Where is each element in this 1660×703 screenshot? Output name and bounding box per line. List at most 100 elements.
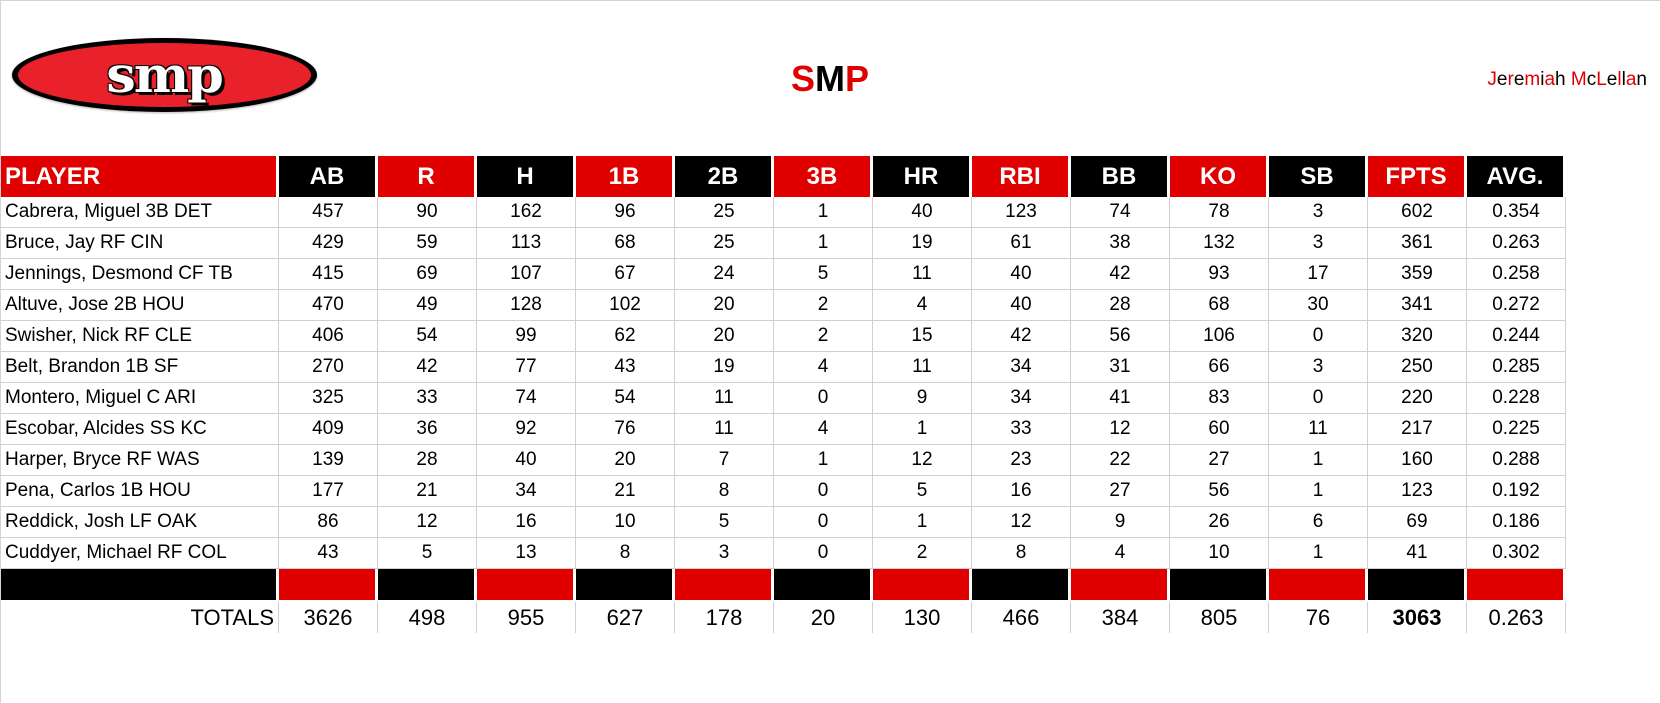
- player-name-cell[interactable]: Escobar, Alcides SS KC: [1, 414, 279, 445]
- stat-cell-ab[interactable]: 139: [279, 445, 378, 476]
- stat-cell-avg[interactable]: 0.288: [1467, 445, 1566, 476]
- player-name-cell[interactable]: Cabrera, Miguel 3B DET: [1, 197, 279, 228]
- stat-cell-rbi[interactable]: 12: [972, 507, 1071, 538]
- stat-cell-avg[interactable]: 0.258: [1467, 259, 1566, 290]
- stat-cell-ab[interactable]: 43: [279, 538, 378, 569]
- column-header-2b[interactable]: 2B: [675, 156, 774, 197]
- stat-cell-hr[interactable]: 1: [873, 414, 972, 445]
- stat-cell-hr[interactable]: 40: [873, 197, 972, 228]
- stat-cell-ko[interactable]: 83: [1170, 383, 1269, 414]
- stat-cell-hr[interactable]: 5: [873, 476, 972, 507]
- stat-cell-sb[interactable]: 1: [1269, 538, 1368, 569]
- column-header-player[interactable]: PLAYER: [1, 156, 279, 197]
- stat-cell-avg[interactable]: 0.263: [1467, 228, 1566, 259]
- stat-cell-h[interactable]: 74: [477, 383, 576, 414]
- stat-cell-ko[interactable]: 66: [1170, 352, 1269, 383]
- stat-cell-hr[interactable]: 11: [873, 352, 972, 383]
- total-cell-3b[interactable]: 20: [774, 602, 873, 633]
- stat-cell-ko[interactable]: 93: [1170, 259, 1269, 290]
- player-name-cell[interactable]: Montero, Miguel C ARI: [1, 383, 279, 414]
- stat-cell-ko[interactable]: 27: [1170, 445, 1269, 476]
- stat-cell-avg[interactable]: 0.192: [1467, 476, 1566, 507]
- stat-cell-rbi[interactable]: 61: [972, 228, 1071, 259]
- player-name-cell[interactable]: Pena, Carlos 1B HOU: [1, 476, 279, 507]
- stat-cell-h[interactable]: 92: [477, 414, 576, 445]
- stat-cell-avg[interactable]: 0.285: [1467, 352, 1566, 383]
- stat-cell-ko[interactable]: 132: [1170, 228, 1269, 259]
- stat-cell-bb[interactable]: 38: [1071, 228, 1170, 259]
- column-header-bb[interactable]: BB: [1071, 156, 1170, 197]
- total-cell-rbi[interactable]: 466: [972, 602, 1071, 633]
- stat-cell-ko[interactable]: 106: [1170, 321, 1269, 352]
- stat-cell-rbi[interactable]: 33: [972, 414, 1071, 445]
- stat-cell-ab[interactable]: 325: [279, 383, 378, 414]
- stat-cell-ab[interactable]: 470: [279, 290, 378, 321]
- stat-cell-fpts[interactable]: 320: [1368, 321, 1467, 352]
- stat-cell-2b[interactable]: 11: [675, 383, 774, 414]
- stat-cell-1b[interactable]: 8: [576, 538, 675, 569]
- stat-cell-sb[interactable]: 3: [1269, 228, 1368, 259]
- stat-cell-3b[interactable]: 4: [774, 414, 873, 445]
- stat-cell-3b[interactable]: 1: [774, 197, 873, 228]
- stat-cell-r[interactable]: 42: [378, 352, 477, 383]
- player-name-cell[interactable]: Altuve, Jose 2B HOU: [1, 290, 279, 321]
- stat-cell-ab[interactable]: 415: [279, 259, 378, 290]
- stat-cell-r[interactable]: 12: [378, 507, 477, 538]
- stat-cell-3b[interactable]: 5: [774, 259, 873, 290]
- stat-cell-h[interactable]: 162: [477, 197, 576, 228]
- stat-cell-1b[interactable]: 20: [576, 445, 675, 476]
- stat-cell-hr[interactable]: 4: [873, 290, 972, 321]
- total-cell-avg[interactable]: 0.263: [1467, 602, 1566, 633]
- stat-cell-hr[interactable]: 9: [873, 383, 972, 414]
- stat-cell-3b[interactable]: 0: [774, 476, 873, 507]
- stat-cell-ab[interactable]: 457: [279, 197, 378, 228]
- stat-cell-sb[interactable]: 0: [1269, 383, 1368, 414]
- stat-cell-r[interactable]: 36: [378, 414, 477, 445]
- column-header-ko[interactable]: KO: [1170, 156, 1269, 197]
- stat-cell-3b[interactable]: 2: [774, 321, 873, 352]
- stat-cell-2b[interactable]: 3: [675, 538, 774, 569]
- stat-cell-ko[interactable]: 60: [1170, 414, 1269, 445]
- player-name-cell[interactable]: Belt, Brandon 1B SF: [1, 352, 279, 383]
- stat-cell-1b[interactable]: 76: [576, 414, 675, 445]
- stat-cell-ab[interactable]: 86: [279, 507, 378, 538]
- stat-cell-r[interactable]: 5: [378, 538, 477, 569]
- stat-cell-sb[interactable]: 6: [1269, 507, 1368, 538]
- stat-cell-2b[interactable]: 7: [675, 445, 774, 476]
- stat-cell-sb[interactable]: 11: [1269, 414, 1368, 445]
- stat-cell-rbi[interactable]: 23: [972, 445, 1071, 476]
- totals-label[interactable]: TOTALS: [1, 602, 279, 633]
- total-cell-h[interactable]: 955: [477, 602, 576, 633]
- total-cell-2b[interactable]: 178: [675, 602, 774, 633]
- stat-cell-3b[interactable]: 1: [774, 445, 873, 476]
- stat-cell-ab[interactable]: 406: [279, 321, 378, 352]
- stat-cell-3b[interactable]: 4: [774, 352, 873, 383]
- total-cell-hr[interactable]: 130: [873, 602, 972, 633]
- column-header-avg[interactable]: AVG.: [1467, 156, 1566, 197]
- stat-cell-r[interactable]: 28: [378, 445, 477, 476]
- stat-cell-h[interactable]: 99: [477, 321, 576, 352]
- stat-cell-1b[interactable]: 43: [576, 352, 675, 383]
- stat-cell-ko[interactable]: 26: [1170, 507, 1269, 538]
- stat-cell-sb[interactable]: 1: [1269, 445, 1368, 476]
- stat-cell-hr[interactable]: 19: [873, 228, 972, 259]
- stat-cell-avg[interactable]: 0.228: [1467, 383, 1566, 414]
- stat-cell-h[interactable]: 16: [477, 507, 576, 538]
- stat-cell-ab[interactable]: 270: [279, 352, 378, 383]
- stat-cell-fpts[interactable]: 250: [1368, 352, 1467, 383]
- stat-cell-2b[interactable]: 25: [675, 228, 774, 259]
- stat-cell-3b[interactable]: 1: [774, 228, 873, 259]
- stat-cell-rbi[interactable]: 34: [972, 352, 1071, 383]
- stat-cell-sb[interactable]: 3: [1269, 197, 1368, 228]
- total-cell-r[interactable]: 498: [378, 602, 477, 633]
- stat-cell-2b[interactable]: 11: [675, 414, 774, 445]
- stat-cell-r[interactable]: 21: [378, 476, 477, 507]
- stat-cell-r[interactable]: 33: [378, 383, 477, 414]
- stat-cell-bb[interactable]: 9: [1071, 507, 1170, 538]
- stat-cell-fpts[interactable]: 602: [1368, 197, 1467, 228]
- player-name-cell[interactable]: Bruce, Jay RF CIN: [1, 228, 279, 259]
- stat-cell-h[interactable]: 13: [477, 538, 576, 569]
- stat-cell-fpts[interactable]: 41: [1368, 538, 1467, 569]
- stat-cell-ab[interactable]: 409: [279, 414, 378, 445]
- stat-cell-hr[interactable]: 15: [873, 321, 972, 352]
